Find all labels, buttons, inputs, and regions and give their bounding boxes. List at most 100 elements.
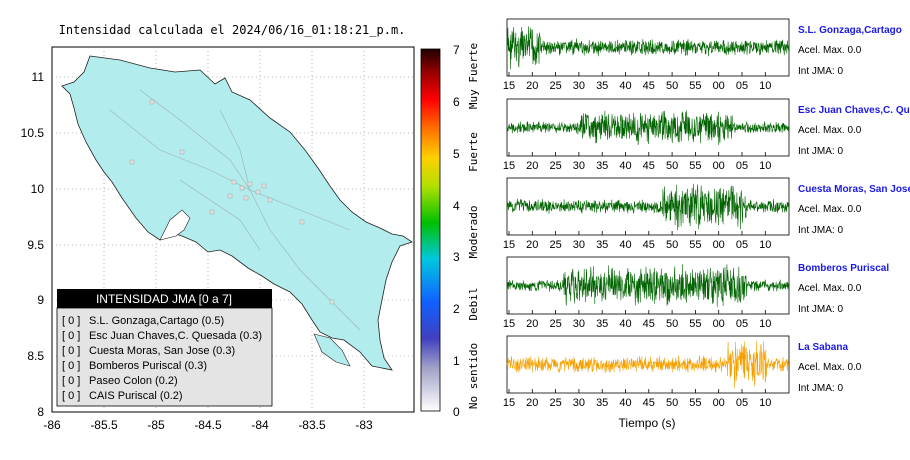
legend-item-bracket: [ 0 ] bbox=[62, 360, 80, 372]
colorbar-tick: 3 bbox=[453, 250, 460, 264]
seismogram-tick-label: 10 bbox=[759, 397, 771, 409]
map-x-tick: -83 bbox=[355, 418, 373, 432]
seismogram-tick-label: 50 bbox=[666, 160, 678, 172]
map-y-tick: 10 bbox=[31, 182, 45, 196]
map-y-tick: 10.5 bbox=[21, 126, 45, 140]
seismogram-tick-label: 35 bbox=[596, 239, 608, 251]
seismogram-tick-label: 10 bbox=[759, 80, 771, 92]
seismogram-tick-label: 30 bbox=[573, 397, 585, 409]
seismogram-tick-label: 00 bbox=[713, 160, 725, 172]
legend-title: INTENSIDAD JMA [0 a 7] bbox=[96, 292, 232, 306]
seismogram-tick-label: 05 bbox=[736, 160, 748, 172]
seismogram-tick-label: 00 bbox=[713, 239, 725, 251]
seismogram-tick-label: 10 bbox=[759, 160, 771, 172]
map-x-tick: -83.5 bbox=[298, 418, 326, 432]
seismogram-tick-label: 55 bbox=[689, 160, 701, 172]
seismogram-tick-label: 20 bbox=[526, 160, 538, 172]
intensity-colorbar bbox=[420, 48, 441, 412]
legend-item-bracket: [ 0 ] bbox=[62, 330, 80, 342]
seismogram-tick-label: 30 bbox=[573, 318, 585, 330]
legend-item-bracket: [ 0 ] bbox=[62, 375, 80, 387]
seismogram-tick-label: 55 bbox=[689, 239, 701, 251]
seismogram-tick-label: 00 bbox=[713, 397, 725, 409]
seismogram-tick-label: 40 bbox=[619, 80, 631, 92]
map-y-tick: 8 bbox=[37, 405, 44, 419]
seismogram-tick-label: 25 bbox=[549, 239, 561, 251]
legend-item-name: Bomberos Puriscal (0.3) bbox=[89, 360, 207, 372]
station-int-label: Int JMA: 0 bbox=[798, 383, 843, 394]
legend-item-bracket: [ 0 ] bbox=[62, 345, 80, 357]
station-int-label: Int JMA: 0 bbox=[798, 304, 843, 315]
seismogram-tick-label: 50 bbox=[666, 239, 678, 251]
map-y-tick: 9.5 bbox=[27, 238, 44, 252]
seismogram-tick-label: 25 bbox=[549, 80, 561, 92]
colorbar-label-fuerte: Fuerte bbox=[467, 132, 480, 172]
seismogram-tick-label: 50 bbox=[666, 318, 678, 330]
seismogram-tick-label: 05 bbox=[736, 239, 748, 251]
seismogram-tick-label: 50 bbox=[666, 80, 678, 92]
colorbar-label-muy-fuerte: Muy Fuerte bbox=[467, 43, 480, 109]
map-x-tick: -85.5 bbox=[90, 418, 118, 432]
map-x-tick: -86 bbox=[43, 418, 61, 432]
seismogram-trace bbox=[506, 183, 790, 231]
seismogram-tick-label: 15 bbox=[503, 318, 515, 330]
map-title: Intensidad calculada el 2024/06/16_01:18… bbox=[59, 23, 406, 37]
legend-title-bar bbox=[57, 289, 272, 308]
seismogram-tick-label: 00 bbox=[713, 318, 725, 330]
seismogram-tick-label: 35 bbox=[596, 397, 608, 409]
seismogram-tick-label: 55 bbox=[689, 80, 701, 92]
seismogram-tick-label: 55 bbox=[689, 318, 701, 330]
colorbar-tick: 7 bbox=[453, 43, 460, 57]
legend-item-bracket: [ 0 ] bbox=[62, 390, 80, 402]
colorbar-tick: 1 bbox=[453, 354, 460, 368]
map-y-tick: 11 bbox=[32, 70, 45, 84]
map-x-tick: -84.5 bbox=[194, 418, 222, 432]
seismogram-tick-label: 45 bbox=[643, 160, 655, 172]
seismogram-tick-label: 15 bbox=[503, 239, 515, 251]
station-int-label: Int JMA: 0 bbox=[798, 225, 843, 236]
gulf-of-nicoya bbox=[159, 209, 191, 241]
station-int-label: Int JMA: 0 bbox=[798, 146, 843, 157]
seismogram-trace bbox=[506, 264, 790, 307]
legend-item-name: Cuesta Moras, San Jose (0.3) bbox=[89, 345, 235, 357]
legend-body bbox=[56, 307, 273, 407]
map-x-ticks: -86 -85.5 -85 -84.5 -84 -83.5 -83 bbox=[43, 418, 373, 432]
seismogram-tick-label: 45 bbox=[643, 397, 655, 409]
seismogram-panels: 15 20 25 30 35 40 45 50 55 00 05 10 S.L. Gonzaga,Car… bbox=[503, 18, 910, 409]
colorbar-label-no-sentido: No sentido bbox=[467, 343, 480, 409]
costa-rica-land bbox=[61, 55, 413, 371]
seismogram-tick-label: 30 bbox=[573, 239, 585, 251]
station-accel-label: Acel. Max. 0.0 bbox=[798, 125, 862, 136]
seismogram-trace bbox=[506, 110, 790, 146]
seismogram-trace bbox=[506, 340, 789, 389]
legend-item-bracket: [ 0 ] bbox=[62, 315, 80, 327]
station-accel-label: Acel. Max. 0.0 bbox=[798, 362, 862, 373]
seismogram-tick-label: 30 bbox=[573, 80, 585, 92]
station-name: S.L. Gonzaga,Cartago bbox=[798, 25, 902, 36]
station-name: Cuesta Moras, San Jose bbox=[798, 184, 910, 195]
intensity-legend: INTENSIDAD JMA [0 a 7] [ 0 ] S.L. Gonzag… bbox=[56, 289, 273, 407]
seismogram-tick-label: 55 bbox=[689, 397, 701, 409]
map-x-tick: -84 bbox=[251, 418, 269, 432]
station-name: Esc Juan Chaves,C. Qu bbox=[798, 105, 910, 116]
station-cluster bbox=[129, 99, 335, 305]
seismogram-tick-label: 40 bbox=[619, 239, 631, 251]
seismogram-tick-label: 20 bbox=[526, 397, 538, 409]
colorbar-label-debil: Debil bbox=[467, 287, 480, 320]
seismogram-tick-label: 20 bbox=[526, 239, 538, 251]
seismogram-tick-label: 15 bbox=[503, 80, 515, 92]
map-y-tick: 8.5 bbox=[27, 349, 44, 363]
seismogram-trace bbox=[506, 26, 790, 70]
station-accel-label: Acel. Max. 0.0 bbox=[798, 283, 862, 294]
colorbar-tick: 5 bbox=[453, 147, 460, 161]
seismogram-tick-label: 20 bbox=[526, 80, 538, 92]
legend-item-name: CAIS Puriscal (0.2) bbox=[89, 390, 183, 402]
seismogram-tick-label: 35 bbox=[596, 160, 608, 172]
seismogram-tick-label: 10 bbox=[759, 239, 771, 251]
seismogram-tick-label: 25 bbox=[549, 160, 561, 172]
seismogram-panel: 15 20 25 30 35 40 45 50 55 00 05 10 Bomberos Purisca… bbox=[503, 256, 889, 330]
colorbar-labels: Muy Fuerte Fuerte Moderado Debil No sent… bbox=[467, 43, 480, 409]
seismogram-tick-label: 45 bbox=[643, 239, 655, 251]
colorbar-tick: 4 bbox=[453, 199, 460, 213]
